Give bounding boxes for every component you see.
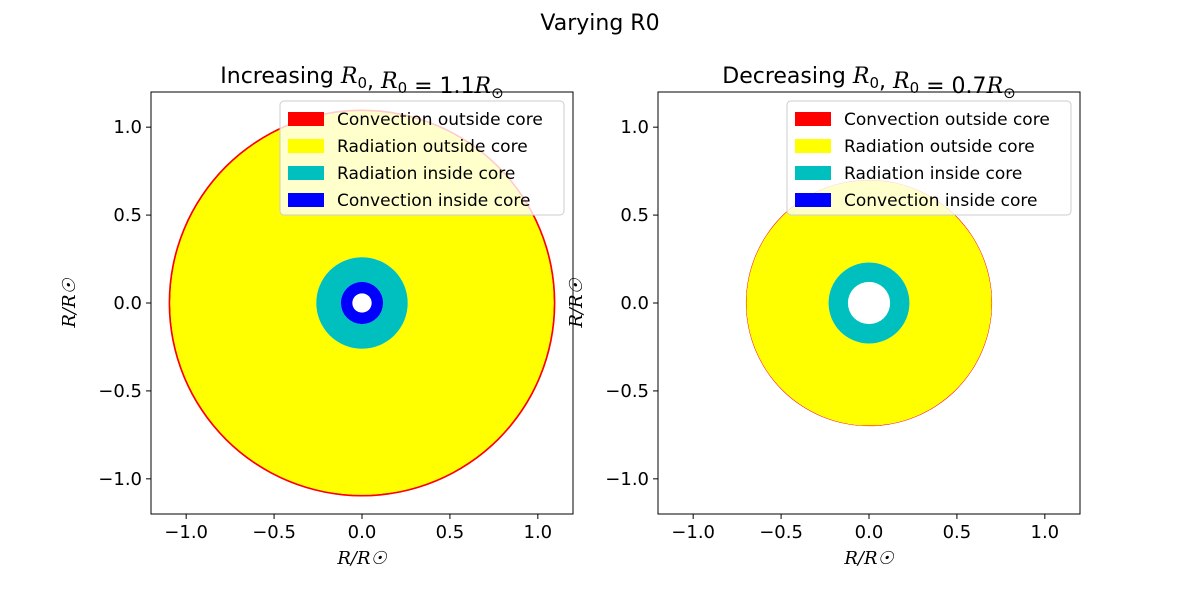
y-tick-label: −1.0 xyxy=(98,469,142,490)
legend-swatch xyxy=(288,139,324,153)
rings-group xyxy=(745,179,993,427)
legend-label: Radiation outside core xyxy=(337,137,528,157)
x-tick-label: −0.5 xyxy=(252,522,296,543)
legend: Convection outside core Radiation outside… xyxy=(279,100,565,216)
y-tick-label: 1.0 xyxy=(113,117,142,138)
y-tick-label: −0.5 xyxy=(98,381,142,402)
legend-label: Convection outside core xyxy=(337,110,543,130)
ring-convection-inside-core xyxy=(340,281,384,325)
x-axis-label: R/R☉ xyxy=(336,548,387,569)
legend-swatch xyxy=(288,166,324,180)
chart-panel-1: −1.0 −0.5 0.0 0.5 1.0 −1.0 −0.5 0.0 0.5 1.0 R/R☉ R/… xyxy=(59,64,574,569)
figure-suptitle: Varying R0 xyxy=(540,11,659,36)
x-tick-label: 0.5 xyxy=(436,522,465,543)
x-tick-label: −0.5 xyxy=(759,522,803,543)
legend-label: Radiation inside core xyxy=(844,164,1022,184)
chart-panel-2: −1.0 −0.5 0.0 0.5 1.0 −1.0 −0.5 0.0 0.5 1.0 R/R☉ R/… xyxy=(566,64,1081,569)
y-tick-label: −1.0 xyxy=(605,469,649,490)
x-tick-label: 0.0 xyxy=(855,522,884,543)
x-tick-label: −1.0 xyxy=(164,522,208,543)
legend-swatch xyxy=(288,112,324,126)
legend-swatch xyxy=(795,112,831,126)
x-tick-label: 0.5 xyxy=(943,522,972,543)
y-tick-label: 0.5 xyxy=(620,205,649,226)
y-axis-label: R/R☉ xyxy=(59,277,80,328)
y-tick-label: 0.0 xyxy=(620,293,649,314)
x-tick-label: −1.0 xyxy=(671,522,715,543)
legend: Convection outside core Radiation outside… xyxy=(786,100,1072,216)
legend-box xyxy=(786,100,1072,216)
x-axis-label: R/R☉ xyxy=(843,548,894,569)
y-tick-label: 0.0 xyxy=(113,293,142,314)
y-tick-label: 1.0 xyxy=(620,117,649,138)
legend-label: Convection outside core xyxy=(844,110,1050,130)
x-tick-label: 1.0 xyxy=(1031,522,1060,543)
legend-label: Convection inside core xyxy=(844,191,1037,211)
y-tick-label: −0.5 xyxy=(605,381,649,402)
panel-title: Increasing R0, R0 = 1.1R⊙ xyxy=(220,64,503,102)
legend-swatch xyxy=(795,166,831,180)
legend-label: Convection inside core xyxy=(337,191,530,211)
ring-radiation-outside-core xyxy=(746,180,992,426)
x-tick-label: 1.0 xyxy=(524,522,553,543)
ring-radiation-inside-core xyxy=(828,262,910,344)
legend-swatch xyxy=(795,193,831,207)
legend-box xyxy=(279,100,565,216)
legend-label: Radiation outside core xyxy=(844,137,1035,157)
y-axis-label: R/R☉ xyxy=(566,277,587,328)
y-tick-label: 0.5 xyxy=(113,205,142,226)
legend-swatch xyxy=(288,193,324,207)
ring-radiation-inside-core xyxy=(316,257,408,349)
x-tick-label: 0.0 xyxy=(348,522,377,543)
panel-title: Decreasing R0, R0 = 0.7R⊙ xyxy=(722,64,1015,102)
legend-label: Radiation inside core xyxy=(337,164,515,184)
legend-swatch xyxy=(795,139,831,153)
